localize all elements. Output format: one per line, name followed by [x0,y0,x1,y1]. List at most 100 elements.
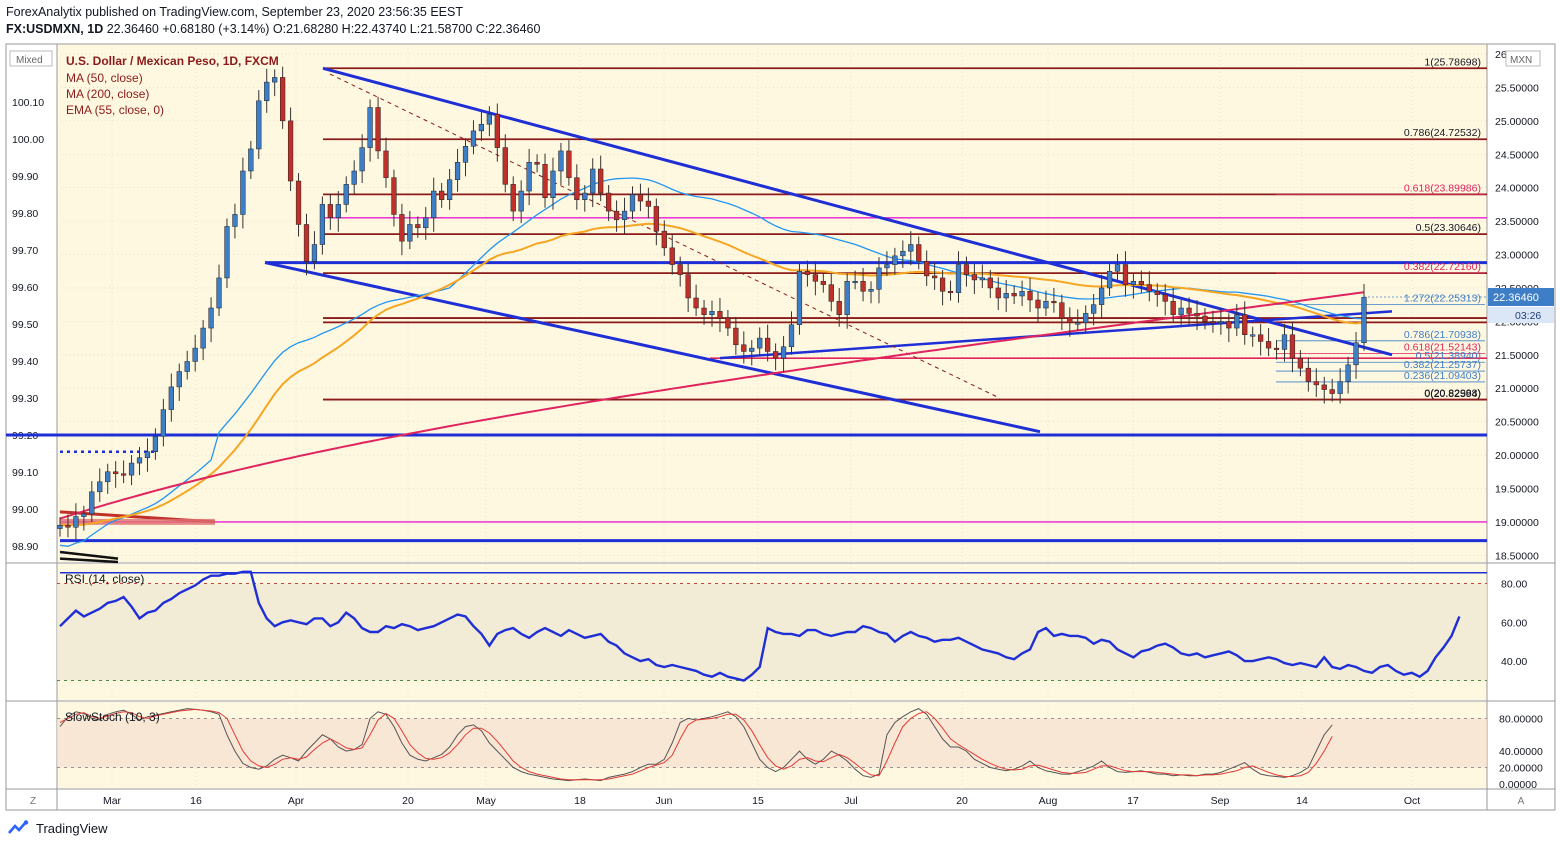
candles [57,66,1367,540]
fib-level-label: 0.382(22.72160) [1404,261,1481,273]
fib-level-label: 0.786(21.70938) [1404,329,1481,341]
left-tick-label: 99.00 [12,504,38,516]
ma200-line [59,291,1365,520]
candle-down [598,168,604,194]
candle-up [780,346,787,359]
trendlines [59,66,1393,564]
candle-up [852,281,858,284]
candle-down [932,275,938,279]
candle-up [1218,321,1224,324]
candle-down [836,301,842,315]
candle-down [1202,315,1208,322]
candle-down [1321,384,1327,390]
candle-up [788,324,795,348]
price-tick-label: 19.00000 [1495,517,1539,529]
candle-up [1114,264,1121,272]
candle-down [916,244,922,262]
candle-up [351,170,357,185]
fib-labels: 1(25.78698) 0.786(24.72532) 0.618(23.89986… [1276,56,1485,400]
currency-badge [1505,50,1541,67]
candle-up [343,184,349,205]
candle-up [200,327,206,349]
left-tick-label: 100.00 [12,134,44,146]
candle-down [1122,264,1129,285]
stoch-tick-label: 20.00000 [1499,763,1543,775]
candle-down [534,162,540,165]
candle-up [176,371,182,388]
candle-down [415,224,421,229]
candle-down [1210,321,1216,324]
candle-down [693,297,699,309]
last-price-tag-label: 22.36460 [1493,292,1539,304]
countdown-label: 03:26 [1515,310,1541,322]
countdown-tag [1488,307,1554,324]
candle-up [1043,301,1049,309]
candle-down [677,264,683,275]
rsi-tick-label: 60.00 [1501,617,1527,629]
currency-label: MXN [1510,55,1532,66]
main-pane [57,44,1487,562]
left-tick-label: 99.50 [12,319,38,331]
candle-up [876,267,882,290]
symbol-label: FX:USDMXN, 1D [6,22,104,36]
candle-down [924,260,930,277]
legend-ma200: MA (200, close) [66,87,149,101]
left-tick-label: 99.40 [12,356,38,368]
rsi-legend: RSI (14, close) [65,572,144,586]
candle-down [987,277,993,289]
candle-down [741,344,747,352]
candle-down [494,113,500,148]
candle-down [1313,381,1319,386]
rsi-band [57,583,1487,681]
candle-down [828,284,834,302]
candle-up [272,77,278,83]
candle-up [908,244,914,252]
candle-up [590,168,596,194]
candle-up [518,190,524,212]
time-tick-label: Jul [844,795,857,807]
candle-up [470,130,477,147]
price-tick-label: 21.50000 [1495,350,1539,362]
candle-up [709,311,715,315]
candle-down [542,164,548,198]
candle-up [1130,281,1137,285]
fib-level-label: 0.382(21.25737) [1404,359,1481,371]
candle-down [1273,347,1280,350]
candle-up [621,210,628,221]
candle-down [812,274,818,282]
candle-down [765,337,771,352]
candle-up [184,361,190,372]
candle-down [327,204,333,219]
time-tick-label: May [476,795,497,807]
candle-up [844,281,850,315]
candle-up [128,462,135,476]
left-tick-label: 99.10 [12,467,38,479]
left-tick-label: 99.70 [12,245,38,257]
candle-down [1329,389,1335,394]
price-tick-label: 20.50000 [1495,417,1539,429]
time-tick-label: 14 [1296,795,1308,807]
candle-down [375,107,381,152]
candle-up [796,271,803,325]
price-tick-label: 24.50000 [1495,149,1539,161]
candle-up [1098,287,1105,305]
lower-wedge-trendline [264,261,1041,434]
candle-down [1170,301,1176,315]
black-trendline [59,557,119,564]
time-tick-label: Aug [1039,795,1058,807]
symbol-quote-line: FX:USDMXN, 1D 22.36460 +0.68180 (+3.14%)… [6,21,540,38]
candle-down [653,206,659,232]
candle-up [1003,293,1009,299]
candle-up [168,386,174,410]
chart-legend: U.S. Dollar / Mexican Peso, 1D, FXCM MA (… [66,54,279,117]
candle-up [446,179,453,200]
time-tick-label: Sep [1211,795,1230,807]
candle-up [359,147,365,172]
rsi-tick-label: 40.00 [1501,656,1527,668]
candle-down [502,147,508,185]
ohlc-values: O:21.68280 H:22.43740 L:21.58700 C:22.36… [272,22,541,36]
time-tick-label: Apr [288,795,305,807]
price-tick-label: 23.50000 [1495,216,1539,228]
candle-down [574,177,580,200]
